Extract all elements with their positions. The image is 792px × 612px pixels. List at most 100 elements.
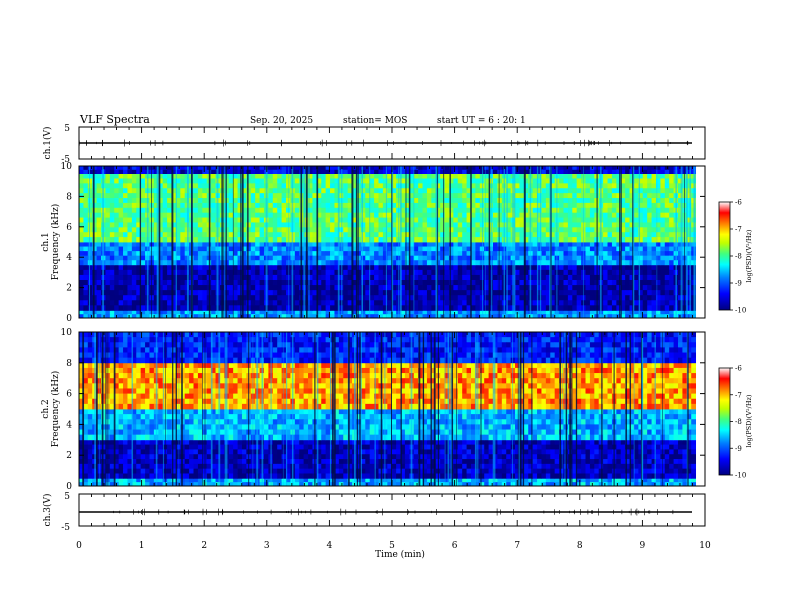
ch1-spectrogram-cell — [620, 222, 626, 228]
ch1-spectrogram-cell — [83, 314, 89, 319]
ch1-spectrogram-cell — [79, 251, 84, 257]
ch1-spectrogram-cell — [440, 285, 445, 291]
ch1-spectrogram-cell — [523, 237, 529, 243]
ch1-spectrogram-cell — [457, 198, 463, 204]
ch1-spectrogram-cell — [475, 280, 481, 286]
ch1-spectrogram-cell — [515, 222, 520, 228]
ch1-spectrogram-cell — [140, 198, 146, 204]
ch1-spectrogram-cell — [497, 188, 503, 194]
ch1-spectrogram-cell — [259, 246, 265, 252]
ch1-spectrogram-cell — [131, 260, 137, 266]
ch1-spectrogram-cell — [131, 246, 137, 252]
ch1-spectrogram-cell — [633, 227, 639, 233]
ch1-spectrogram-cell — [123, 227, 128, 233]
ch1-spectrogram-cell — [585, 227, 591, 233]
ch1-spectrogram-cell — [167, 251, 172, 257]
ch1-spectrogram-cell — [175, 285, 181, 291]
ch1-spectrogram-cell — [550, 178, 556, 184]
ch1-spectrogram-cell — [572, 246, 578, 252]
ch1-spectrogram-cell — [462, 202, 467, 209]
ch1-spectrogram-cell — [497, 183, 503, 189]
ch1-spectrogram-cell — [655, 188, 661, 194]
ch1-spectrogram-cell — [638, 305, 644, 311]
ch1-spectrogram-cell — [409, 237, 415, 243]
ch1-spectrogram-cell — [506, 251, 512, 257]
ch1-spectrogram-cell — [171, 269, 177, 276]
ch1-spectrogram-cell — [180, 188, 186, 194]
ch1-spectrogram-cell — [669, 300, 674, 306]
ch1-spectrogram-cell — [277, 217, 282, 223]
ch2-spectrogram-cell — [79, 478, 84, 483]
ch1-spectrogram-cell — [109, 183, 115, 189]
ch1-spectrogram-cell — [180, 227, 186, 233]
ch1-spectrogram-cell — [523, 305, 529, 311]
ch1-spectrogram-cell — [633, 295, 639, 301]
ch1-spectrogram-cell — [391, 232, 397, 238]
ch1-spectrogram-cell — [664, 242, 670, 247]
ch1-spectrogram-cell — [638, 212, 644, 218]
ch1-spectrogram-cell — [127, 227, 133, 233]
ch1-spectrogram-cell — [374, 193, 379, 199]
ch1-spectrogram-cell — [682, 207, 688, 214]
ch1-spectrogram-cell — [493, 310, 498, 315]
ch1-spectrogram-cell — [418, 300, 423, 306]
ch1-spectrogram-cell — [167, 269, 172, 276]
ch1-spectrogram-cell — [457, 178, 463, 184]
ch1-spectrogram-cell — [321, 285, 327, 291]
ch1-spectrogram-cell — [457, 232, 463, 238]
ch1-spectrogram-cell — [237, 255, 243, 261]
ch2-spectrogram-cell — [87, 439, 93, 446]
ch1-spectrogram-cell — [607, 300, 613, 306]
ch1-spectrogram-cell — [431, 178, 437, 184]
ch1-spectrogram-cell — [515, 285, 520, 291]
ch1-spectrogram-cell — [87, 255, 93, 261]
ch2-spectrogram-cell — [598, 482, 604, 487]
ch1-spectrogram-cell — [519, 251, 525, 257]
ch1-spectrogram-cell — [330, 193, 335, 199]
ch1-spectrogram-cell — [211, 173, 216, 179]
ch1-spectrogram-cell — [391, 310, 397, 315]
ch1-spectrogram-cell — [638, 183, 644, 189]
ch1-spectrogram-cell — [431, 227, 437, 233]
ch1-spectrogram-cell — [633, 300, 639, 306]
ch1-spectrogram-cell — [250, 217, 256, 223]
ch1-spectrogram-cell — [435, 212, 441, 218]
ch1-spectrogram-cell — [131, 178, 137, 184]
ch1-spectrogram-cell — [664, 188, 670, 194]
ch1-spectrogram-cell — [633, 305, 639, 311]
ch1-spectrogram-cell — [343, 264, 349, 271]
ch1-spectrogram-cell — [92, 314, 98, 319]
ch1-spectrogram-cell — [470, 251, 476, 257]
ch1-spectrogram-cell — [369, 246, 375, 252]
ch1-spectrogram-cell — [316, 207, 322, 214]
ch1-spectrogram-cell — [356, 188, 362, 194]
ch2-spectrogram-cell — [422, 478, 428, 483]
ch1-spectrogram-cell — [563, 169, 569, 174]
ch1-spectrogram-cell — [233, 300, 238, 306]
ch1-spectrogram-cell — [589, 169, 595, 174]
ch1-spectrogram-cell — [321, 207, 327, 214]
ch1-spectrogram-cell — [118, 242, 124, 247]
ch1-spectrogram-cell — [211, 178, 216, 184]
ch1-spectrogram-cell — [611, 212, 617, 218]
ch1-spectrogram-cell — [211, 285, 216, 291]
ch1-spectrogram-cell — [572, 290, 578, 296]
ch1-spectrogram-cell — [197, 285, 203, 291]
ch1-spectrogram-cell — [343, 232, 349, 238]
ch1-spectrogram-cell — [149, 274, 155, 281]
ch1-spectrogram-cell — [651, 255, 657, 261]
ch1-spectrogram-cell — [109, 207, 115, 214]
ch1-spectrogram-cell — [127, 255, 133, 261]
ch1-spectrogram-cell — [563, 217, 569, 223]
ch1-spectrogram-cell — [633, 169, 639, 174]
ch2-spectrogram-cell — [158, 482, 164, 487]
ch1-spectrogram-cell — [444, 246, 450, 252]
ch1-spectrogram-cell — [197, 246, 203, 252]
ch1-spectrogram-cell — [603, 198, 608, 204]
ch1-spectrogram-cell — [140, 202, 146, 209]
ch1-spectrogram-cell — [620, 300, 626, 306]
ch1-spectrogram-cell — [413, 310, 419, 315]
ch1-spectrogram-cell — [523, 300, 529, 306]
ch1-spectrogram-cell — [620, 260, 626, 266]
ch1-spectrogram-cell — [356, 300, 362, 306]
